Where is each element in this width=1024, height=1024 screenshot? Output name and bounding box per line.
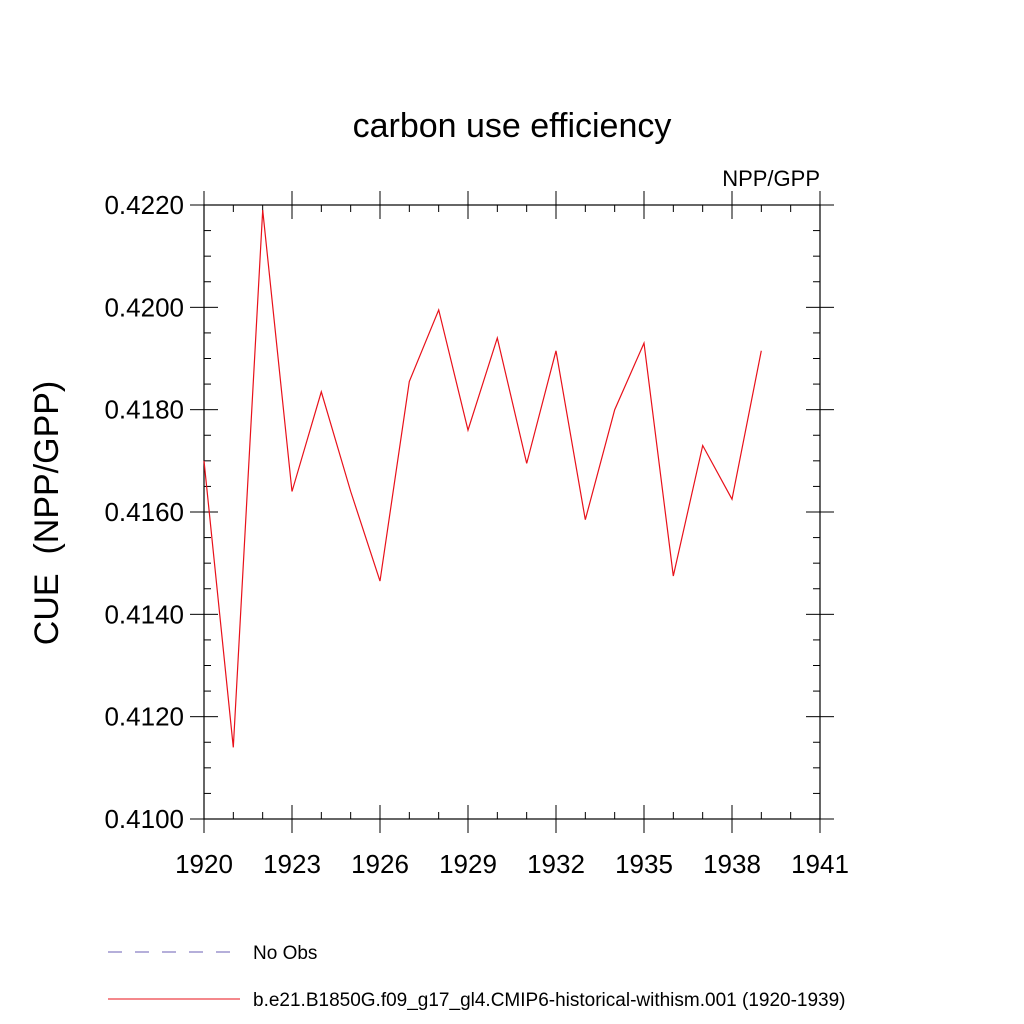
x-tick-label: 1938 — [703, 849, 761, 879]
x-tick-label: 1923 — [263, 849, 321, 879]
y-tick-label: 0.4200 — [104, 292, 184, 322]
axis-tick-labels: 1920 1923 1926 1929 1932 1935 1938 1941 0.4100 0.… — [104, 190, 848, 879]
legend-label: b.e21.B1850G.f09_g17_gl4.CMIP6-historica… — [253, 990, 846, 1011]
x-tick-label: 1926 — [351, 849, 409, 879]
chart-title: carbon use efficiency — [353, 107, 672, 145]
y-tick-label: 0.4180 — [104, 395, 184, 425]
y-tick-label: 0.4160 — [104, 497, 184, 527]
x-tick-label: 1920 — [175, 849, 233, 879]
series-group — [203, 210, 762, 748]
plot-area-frame — [203, 204, 821, 820]
y-tick-label: 0.4140 — [104, 599, 184, 629]
x-tick-label: 1935 — [615, 849, 673, 879]
x-tick-label: 1941 — [791, 849, 849, 879]
y-tick-label: 0.4220 — [104, 190, 184, 220]
legend-label: No Obs — [253, 943, 317, 964]
x-tick-label: 1932 — [527, 849, 585, 879]
series-line — [203, 210, 762, 748]
y-tick-label: 0.4100 — [104, 804, 184, 834]
y-axis-label: CUE (NPP/GPP) — [28, 381, 66, 645]
chart-subtitle: NPP/GPP — [722, 166, 820, 191]
x-tick-label: 1929 — [439, 849, 497, 879]
y-tick-label: 0.4120 — [104, 702, 184, 732]
axis-ticks — [190, 191, 834, 833]
legend: No Obs b.e21.B1850G.f09_g17_gl4.CMIP6-his… — [108, 943, 846, 1011]
